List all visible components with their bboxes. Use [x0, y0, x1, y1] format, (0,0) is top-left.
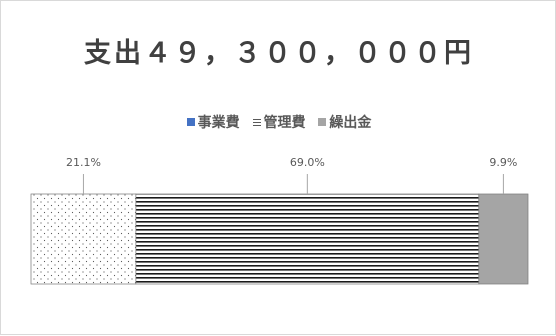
data-label-3: 9.9%: [489, 156, 517, 169]
legend-label-2: 管理費: [263, 115, 306, 131]
legend-swatch-3: [318, 118, 327, 126]
data-label-1: 21.1%: [66, 156, 101, 169]
legend-label-3: 繰出金: [329, 115, 372, 131]
legend-label-1: 事業費: [197, 115, 240, 131]
chart-title: 支出４９，３００，０００円: [84, 38, 474, 69]
legend-swatch-1: [186, 118, 195, 126]
bar-group: [30, 193, 529, 285]
data-labels: 21.1% 69.0% 9.9%: [66, 156, 517, 169]
leader-lines: [82, 174, 504, 194]
legend-item-1: 事業費: [186, 112, 240, 132]
legend: 事業費 管理費 繰出金: [1, 112, 556, 132]
bar-segment-2: [135, 193, 480, 285]
legend-item-2: 管理費: [252, 112, 306, 132]
legend-item-3: 繰出金: [318, 112, 371, 132]
data-label-2: 69.0%: [290, 156, 325, 169]
bar-segment-3: [478, 193, 529, 285]
legend-swatch-2: [252, 119, 261, 126]
bar-segment-1: [30, 193, 137, 285]
